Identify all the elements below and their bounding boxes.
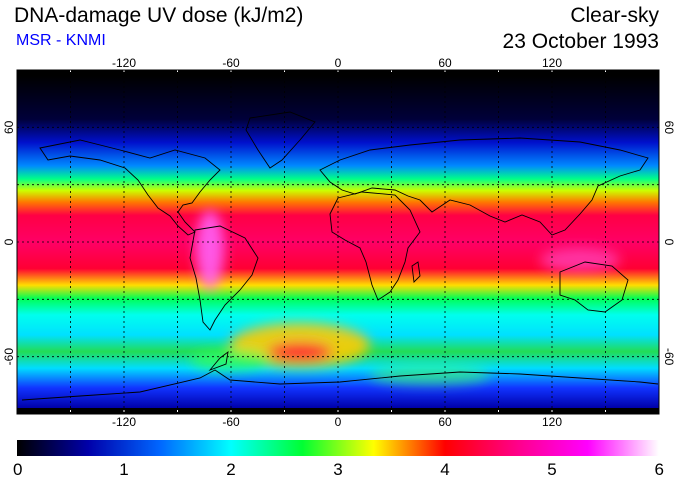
colorbar xyxy=(17,440,659,456)
madagascar-coast xyxy=(411,261,421,283)
map-frame-top xyxy=(17,70,659,76)
lat-tick-label-right: 60 xyxy=(662,121,676,135)
lon-tick-label-bottom: -120 xyxy=(112,415,136,429)
ozone-hole-peak xyxy=(268,343,332,361)
andes-high-dose xyxy=(196,210,224,290)
antarctica-coast xyxy=(21,369,659,401)
lat-tick-label-right: 0 xyxy=(662,239,676,246)
lon-tick-label-top: 0 xyxy=(335,56,342,70)
antarctic-plateau-band xyxy=(370,365,490,385)
africa-coast xyxy=(329,191,421,301)
map-date: 23 October 1993 xyxy=(502,30,659,53)
data-source: MSR - KNMI xyxy=(16,32,106,49)
colorbar-label: 6 xyxy=(655,460,664,479)
graticule xyxy=(17,70,659,414)
lat-tick-label-left: 60 xyxy=(2,120,16,134)
lat-tick-label-left: -60 xyxy=(2,348,16,366)
lon-tick-label-top: 120 xyxy=(542,56,562,70)
map-title: DNA-damage UV dose (kJ/m2) xyxy=(14,4,304,27)
antarctic-peninsula-coast xyxy=(208,350,229,372)
axis-tick-labels: -120 -120 -60 -60 0 0 60 60 120 120 60 0 -60 60 0 -60 xyxy=(2,56,676,429)
coastlines xyxy=(21,111,659,401)
lon-tick-label-bottom: 0 xyxy=(335,415,342,429)
colorbar-label: 4 xyxy=(440,460,449,479)
lon-tick-label-top: 60 xyxy=(438,56,452,70)
australia-coast xyxy=(559,261,629,313)
colorbar-label: 0 xyxy=(13,460,22,479)
lat-tick-label-right: -60 xyxy=(662,348,676,366)
europe-asia-coast xyxy=(319,137,649,236)
map-border xyxy=(16,69,660,415)
lon-tick-label-bottom: 120 xyxy=(542,415,562,429)
colorbar-label: 2 xyxy=(226,460,235,479)
sky-condition: Clear-sky xyxy=(570,4,659,27)
lon-tick-label-bottom: -60 xyxy=(222,415,240,429)
lat-tick-label-left: 0 xyxy=(2,238,16,245)
lon-tick-label-top: -120 xyxy=(112,56,136,70)
colorbar-label: 1 xyxy=(119,460,128,479)
lon-tick-label-bottom: 60 xyxy=(438,415,452,429)
colorbar-labels: 0 1 2 3 4 5 6 xyxy=(13,460,664,479)
uv-anomalies xyxy=(190,210,620,385)
polar-green-band xyxy=(190,350,270,370)
colorbar-label: 5 xyxy=(547,460,556,479)
greenland-coast xyxy=(245,111,316,169)
lon-tick-label-top: -60 xyxy=(222,56,240,70)
indonesia-high-dose xyxy=(540,248,620,272)
south-america-coast xyxy=(189,225,259,331)
north-america-coast xyxy=(39,139,221,236)
colorbar-label: 3 xyxy=(333,460,342,479)
